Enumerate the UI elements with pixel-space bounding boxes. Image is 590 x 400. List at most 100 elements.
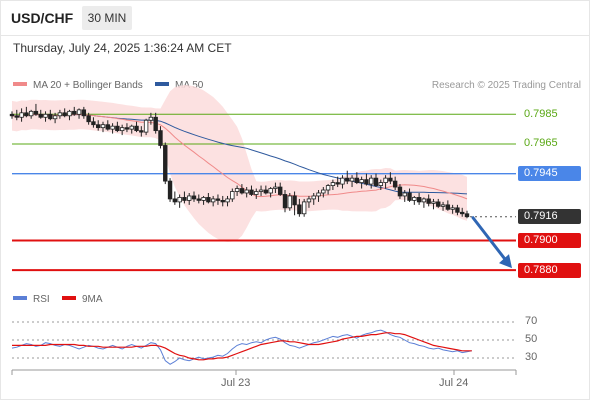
candle-body: [153, 116, 158, 132]
candle-body: [321, 189, 326, 194]
candle-body: [407, 192, 412, 201]
header-divider: [0, 35, 590, 36]
ma20-label: MA 20 + Bollinger Bands: [33, 80, 143, 91]
candle-body: [100, 124, 106, 129]
candle-body: [316, 192, 321, 197]
ma20-swatch: [13, 82, 27, 87]
candle-body: [33, 110, 39, 115]
candle-body: [349, 177, 355, 182]
candle-body: [148, 116, 154, 121]
candle-body: [460, 211, 465, 215]
candle-body: [206, 197, 211, 203]
candle-body: [172, 198, 178, 203]
candle-body: [445, 204, 451, 210]
candle-body: [14, 115, 19, 118]
legend-rsi: RSI: [13, 294, 50, 305]
candle-body: [426, 198, 431, 204]
candle-body: [76, 109, 82, 115]
candle-body: [244, 189, 249, 194]
candle-body: [167, 180, 173, 200]
candle-body: [263, 189, 269, 194]
x-tick-label: Jul 23: [221, 377, 251, 389]
price-label-0.7916: 0.7916: [518, 209, 581, 225]
candle-body: [388, 177, 393, 182]
candle-body: [440, 204, 446, 207]
candle-body: [105, 124, 110, 130]
candle-body: [359, 179, 364, 183]
candle-body: [373, 177, 379, 186]
candle-body: [273, 186, 278, 189]
candle-body: [412, 197, 417, 201]
candle-body: [124, 127, 130, 130]
rsi-ma-swatch: [62, 296, 76, 301]
candle-body: [268, 188, 273, 194]
candle-body: [215, 198, 221, 201]
candle-body: [450, 207, 455, 210]
candle-body: [187, 195, 192, 201]
candle-body: [383, 177, 388, 183]
candle-body: [220, 200, 225, 203]
timestamp: Thursday, July 24, 2025 1:36:24 AM CET: [13, 41, 232, 55]
forecast-arrow-head: [499, 254, 512, 269]
candle-body: [19, 112, 24, 118]
candle-body: [254, 191, 259, 195]
candle-body: [464, 213, 470, 218]
candle-body: [48, 113, 53, 120]
candle-body: [72, 110, 77, 115]
chart-header: USD/CHF 30 MIN: [0, 0, 590, 36]
candle-body: [143, 119, 149, 133]
candle-body: [287, 195, 292, 209]
candle-body: [378, 182, 383, 186]
candle-body: [62, 112, 67, 117]
candle-body: [9, 113, 15, 117]
candle-body: [28, 110, 34, 117]
candle-body: [402, 192, 407, 197]
candle-body: [364, 179, 369, 185]
rsi-swatch: [13, 296, 27, 301]
bollinger-band: [12, 85, 467, 242]
price-label-0.7880: 0.7880: [518, 262, 581, 278]
candle-body: [57, 112, 63, 117]
candle-body: [234, 188, 240, 192]
price-label-0.7965: 0.7965: [524, 137, 558, 150]
candle-body: [210, 198, 216, 203]
ma50-swatch: [155, 82, 169, 87]
candle-body: [81, 109, 87, 117]
candle-body: [297, 204, 302, 215]
candle-body: [52, 115, 58, 120]
rsi-tick-label: 70: [525, 315, 538, 327]
rsi-ma-line: [12, 332, 472, 361]
rsi-line: [11, 329, 472, 365]
candle-body: [110, 125, 115, 130]
candle-body: [129, 125, 134, 130]
candle-body: [392, 180, 398, 188]
price-label-0.7900: 0.7900: [518, 232, 581, 248]
x-tick-label: Jul 24: [439, 377, 469, 389]
rsi-tick-label: 30: [525, 351, 538, 363]
candle-body: [134, 125, 139, 132]
candle-body: [201, 197, 206, 201]
candle-body: [24, 112, 29, 117]
candle-body: [416, 197, 422, 203]
price-label-0.7985: 0.7985: [524, 107, 558, 120]
candle-body: [335, 182, 340, 185]
candle-body: [196, 198, 201, 201]
candle-body: [282, 194, 288, 209]
candle-body: [115, 125, 120, 132]
candle-body: [182, 197, 187, 201]
candle-body: [311, 195, 316, 200]
candle-body: [249, 189, 254, 195]
candle-body: [96, 124, 101, 129]
candle-body: [278, 186, 283, 195]
timeframe-badge[interactable]: 30 MIN: [82, 6, 132, 30]
candle-body: [325, 185, 331, 191]
candle-body: [436, 201, 441, 207]
candle-body: [43, 113, 48, 118]
research-credit: Research © 2025 Trading Central: [431, 80, 581, 91]
candle-body: [191, 195, 197, 200]
candle-body: [139, 130, 144, 133]
ma20-line: [11, 113, 468, 200]
candle-body: [306, 198, 312, 203]
candle-body: [38, 113, 43, 118]
